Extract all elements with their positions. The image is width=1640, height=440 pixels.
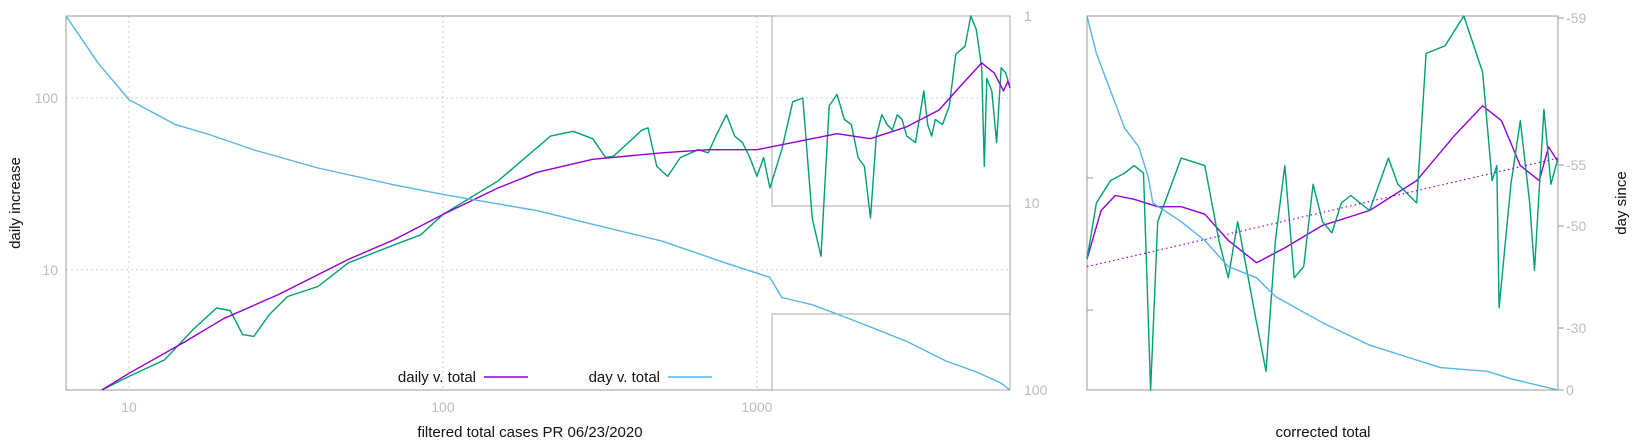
right-series-line-0 xyxy=(1086,105,1559,264)
left-x-tick-label: 10 xyxy=(121,399,137,415)
left-x-axis-label: filtered total cases PR 06/23/2020 xyxy=(417,424,642,440)
right-y-axis-label: day since xyxy=(1613,171,1630,234)
right-y2-tick-label: -59 xyxy=(1566,10,1586,26)
left-inset-frames xyxy=(771,15,1011,391)
left-y2-tick-label: 10 xyxy=(1024,195,1040,211)
right-y2-tick-label: 0 xyxy=(1566,382,1574,398)
legend-entry-day: day v. total xyxy=(589,369,660,386)
right-series-line-3 xyxy=(1086,15,1559,391)
left-chart-panel: 10 100 1000 10 100 1 10 100 filtered total case… xyxy=(7,8,1048,440)
right-y2-tick-label: -50 xyxy=(1566,218,1586,234)
right-chart-panel: -59 -55 -50 -30 0 corrected total day since xyxy=(1086,10,1630,440)
right-x-axis-label: corrected total xyxy=(1275,424,1370,440)
left-ticks: 10 100 1000 10 100 1 10 100 xyxy=(35,8,1048,415)
right-plot-frame xyxy=(1086,15,1559,391)
legend: daily v. total day v. total xyxy=(398,369,712,386)
left-y-tick-label: 100 xyxy=(35,90,59,106)
right-series-line-2 xyxy=(1086,157,1559,268)
left-x-tick-label: 100 xyxy=(431,399,455,415)
right-y2-tick-label: -55 xyxy=(1566,157,1586,173)
right-series xyxy=(1086,15,1559,391)
left-y-axis-label: daily increase xyxy=(7,157,24,249)
left-x-tick-label: 1000 xyxy=(741,399,772,415)
left-series-line-day xyxy=(65,15,1011,391)
left-series-line-daily xyxy=(101,62,1011,391)
legend-entry-daily: daily v. total xyxy=(398,369,476,386)
right-y2-tick-label: -30 xyxy=(1566,320,1586,336)
left-series-line-raw xyxy=(101,15,1011,391)
left-y2-tick-label: 1 xyxy=(1024,8,1032,24)
right-series-line-1 xyxy=(1086,15,1559,391)
right-ticks: -59 -55 -50 -30 0 xyxy=(1087,10,1586,398)
left-series xyxy=(65,15,1011,391)
left-grid xyxy=(66,16,1010,390)
left-y2-tick-label: 100 xyxy=(1024,382,1048,398)
inset-frame-upper xyxy=(771,15,1011,207)
inset-frame-lower xyxy=(771,313,1011,391)
left-y-tick-label: 10 xyxy=(42,262,58,278)
